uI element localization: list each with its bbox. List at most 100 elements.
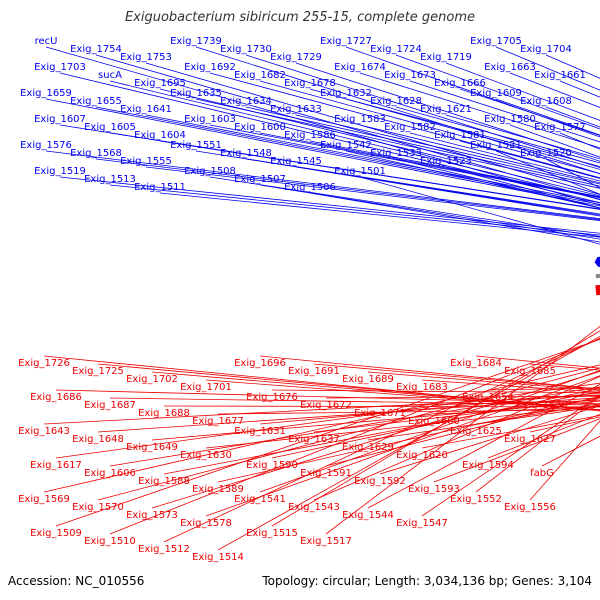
forward-gene-label: Exig_1548 — [220, 148, 272, 159]
forward-gene-label: Exig_1695 — [134, 78, 186, 89]
reverse-gene-label: Exig_1702 — [126, 374, 178, 385]
reverse-gene-label: Exig_1589 — [192, 484, 244, 495]
reverse-leader-line — [97, 397, 600, 433]
reverse-gene-label: Exig_1588 — [138, 476, 190, 487]
forward-leader-line — [159, 140, 600, 210]
forward-leader-line — [195, 46, 600, 175]
reverse-gene-label: fabG — [530, 468, 554, 479]
reverse-gene-label: Exig_1590 — [246, 460, 298, 471]
reverse-leader-line — [433, 418, 600, 483]
reverse-gene-label: Exig_1517 — [300, 536, 352, 547]
reverse-gene-label: Exig_1726 — [18, 358, 70, 369]
forward-leader-line — [295, 114, 600, 185]
forward-leader-line — [145, 114, 600, 204]
forward-leader-line — [445, 114, 600, 160]
forward-leader-line — [245, 106, 600, 187]
reverse-leader-line — [151, 400, 600, 441]
forward-gene-label: Exig_1632 — [320, 88, 372, 99]
forward-gene-label: Exig_1576 — [20, 140, 72, 151]
forward-leader-line — [59, 176, 600, 234]
reverse-leader-line — [151, 371, 600, 509]
forward-gene-label: Exig_1703 — [34, 62, 86, 73]
forward-gene-label: Exig_1520 — [520, 148, 572, 159]
forward-gene-label: Exig_1634 — [220, 96, 272, 107]
forward-leader-line — [495, 150, 600, 195]
forward-leader-line — [45, 98, 600, 207]
reverse-gene-label: Exig_1631 — [234, 426, 286, 437]
forward-leader-line — [345, 46, 600, 138]
forward-gene-label: Exig_1605 — [84, 122, 136, 133]
forward-gene-label: Exig_1753 — [120, 52, 172, 63]
forward-gene-label: Exig_1508 — [184, 166, 236, 177]
forward-gene-label: Exig_1635 — [170, 88, 222, 99]
forward-gene-label: Exig_1666 — [434, 78, 486, 89]
forward-leader-line — [359, 176, 600, 245]
reverse-gene-label: Exig_1620 — [396, 450, 448, 461]
forward-gene-label: Exig_1523 — [420, 156, 472, 167]
reverse-leader-line — [259, 355, 600, 390]
forward-leader-line — [459, 88, 600, 136]
reverse-gene-label: Exig_1510 — [84, 536, 136, 547]
reverse-leader-line — [271, 389, 600, 394]
forward-gene-label: Exig_1661 — [534, 70, 586, 81]
reverse-leader-line — [109, 338, 600, 535]
forward-leader-line — [295, 166, 600, 217]
forward-gene-label: Exig_1580 — [484, 114, 536, 125]
reverse-gene-label: Exig_1606 — [84, 468, 136, 479]
reverse-leader-line — [163, 391, 600, 475]
reverse-gene-label: Exig_1592 — [354, 476, 406, 487]
forward-leader-line — [109, 80, 600, 200]
forward-gene-label: Exig_1730 — [220, 44, 272, 55]
forward-leader-line — [409, 80, 600, 143]
forward-gene-label: Exig_1608 — [520, 96, 572, 107]
reverse-leader-line — [55, 382, 600, 459]
forward-leader-line — [209, 72, 600, 179]
reverse-leader-line — [475, 395, 600, 493]
reverse-gene-label: Exig_1625 — [450, 426, 502, 437]
forward-leader-line — [95, 158, 600, 220]
reverse-leader-line — [97, 363, 600, 411]
forward-gene-label: Exig_1705 — [470, 36, 522, 47]
forward-gene-label: Exig_1586 — [284, 130, 336, 141]
forward-leader-line — [209, 124, 600, 199]
forward-gene-arrow — [594, 256, 600, 267]
forward-leader-line — [409, 132, 600, 182]
forward-gene-label: Exig_1719 — [420, 52, 472, 63]
forward-gene-label: Exig_1551 — [170, 140, 222, 151]
reverse-gene-label: Exig_1691 — [288, 366, 340, 377]
forward-gene-label: Exig_1659 — [20, 88, 72, 99]
genome-summary-label: Topology: circular; Length: 3,034,136 bp… — [262, 574, 592, 588]
forward-leader-line — [245, 54, 600, 169]
reverse-gene-label: Exig_1684 — [450, 358, 502, 369]
reverse-gene-label: Exig_1677 — [192, 416, 244, 427]
reverse-gene-label: Exig_1660 — [408, 416, 460, 427]
forward-gene-label: Exig_1521 — [470, 140, 522, 151]
reverse-gene-label: Exig_1509 — [30, 528, 82, 539]
reverse-leader-line — [259, 370, 600, 493]
reverse-leader-line — [205, 379, 600, 411]
reverse-gene-label: Exig_1594 — [462, 460, 514, 471]
forward-gene-label: Exig_1682 — [234, 70, 286, 81]
reverse-leader-line — [313, 376, 600, 501]
backbone-arc — [595, 273, 600, 279]
reverse-gene-label: Exig_1515 — [246, 528, 298, 539]
reverse-gene-label: Exig_1629 — [342, 442, 394, 453]
reverse-gene-label: Exig_1648 — [72, 434, 124, 445]
forward-leader-line — [159, 192, 600, 238]
reverse-gene-label: Exig_1643 — [18, 426, 70, 437]
reverse-leader-line — [379, 400, 600, 407]
reverse-gene-label: Exig_1649 — [126, 442, 178, 453]
reverse-leader-line — [43, 364, 600, 493]
reverse-leader-line — [163, 337, 600, 543]
reverse-gene-label: Exig_1688 — [138, 408, 190, 419]
reverse-gene-label: Exig_1689 — [342, 374, 394, 385]
forward-gene-label: Exig_1739 — [170, 36, 222, 47]
reverse-leader-line — [55, 338, 600, 527]
reverse-leader-line — [313, 398, 600, 433]
forward-gene-label: Exig_1621 — [420, 104, 472, 115]
reverse-gene-label: Exig_1512 — [138, 544, 190, 555]
reverse-leader-line — [421, 415, 600, 449]
forward-leader-line — [345, 98, 600, 167]
forward-leader-line — [109, 184, 600, 236]
